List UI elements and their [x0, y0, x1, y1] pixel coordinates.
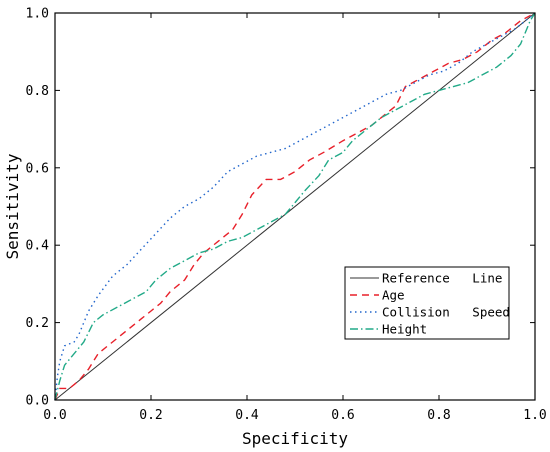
axis-ticks: 0.0 0.2 0.4 0.6 0.8 1.0 0.0 0.2 0.4 0.6 0.8 1.0 — [26, 7, 547, 424]
series-line-3 — [54, 12, 536, 401]
legend-label-0: Reference Line — [382, 271, 502, 286]
y-tick-label: 0.0 — [26, 394, 49, 409]
y-tick-label: 0.6 — [26, 161, 49, 176]
legend: Reference Line Age Collision Speed Height — [344, 266, 510, 340]
series-line-1 — [54, 12, 536, 401]
series-layer — [54, 12, 536, 401]
y-tick-label: 1.0 — [26, 7, 49, 22]
y-tick-label: 0.4 — [26, 239, 50, 254]
y-tick-label: 0.2 — [26, 316, 49, 331]
x-axis-label: Specificity — [242, 429, 348, 448]
x-tick-label: 0.0 — [43, 408, 66, 423]
y-tick-label: 0.8 — [26, 84, 49, 99]
x-tick-label: 1.0 — [523, 408, 546, 423]
x-tick-label: 0.6 — [331, 408, 354, 423]
legend-label-2: Collision Speed — [382, 305, 510, 320]
plot-frame — [54, 12, 536, 401]
x-tick-label: 0.8 — [427, 408, 450, 423]
series-line-2 — [54, 12, 536, 401]
x-tick-label: 0.2 — [139, 408, 162, 423]
series-line-0 — [54, 12, 536, 401]
x-tick-label: 0.4 — [235, 408, 259, 423]
legend-label-1: Age — [382, 288, 405, 303]
y-axis-label: Sensitivity — [3, 153, 22, 259]
legend-box — [344, 266, 510, 340]
legend-label-3: Height — [382, 322, 427, 337]
